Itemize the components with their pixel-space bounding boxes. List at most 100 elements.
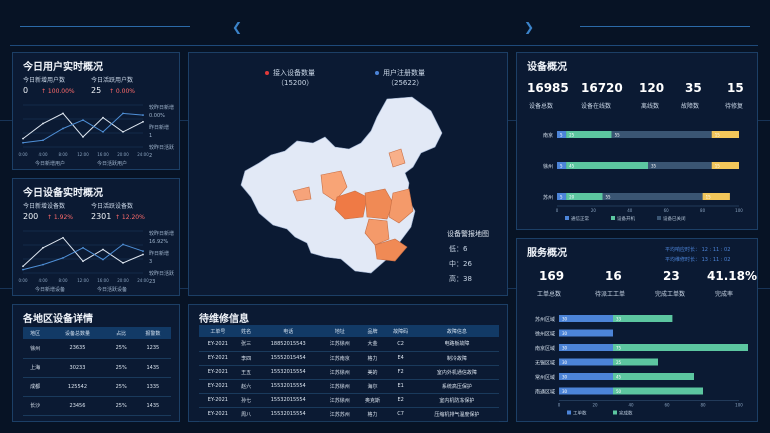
data-point (82, 260, 84, 263)
x-tick-label: 8:00 (59, 152, 68, 157)
table-cell: 1435 (134, 396, 171, 416)
legend-label: 通信正常 (571, 215, 589, 222)
stat-value: 16 (605, 269, 622, 283)
data-point (82, 136, 84, 138)
category-label: 南通区域 (535, 389, 555, 396)
series-line (22, 112, 144, 139)
legend-swatch (613, 410, 617, 415)
value-active-users: 25 (91, 86, 102, 95)
table-cell: 格力 (358, 407, 387, 422)
panel-title: 设备概况 (527, 62, 567, 73)
data-label: 55 (615, 133, 621, 138)
x-tick-label: 20 (592, 403, 598, 408)
table-cell: 1435 (134, 358, 171, 378)
x-tick-label: 12:00 (77, 278, 89, 283)
table-row[interactable]: 徐州 23635 25% 1235 (23, 339, 171, 359)
alarm-map-title: 设备警报地图 (447, 230, 489, 238)
data-point (22, 265, 24, 268)
map-province-sichuan (334, 190, 368, 220)
x-tick-label: 0 (558, 403, 561, 408)
table-row[interactable]: EY-2021 张三 18852015543 江苏徐州 大金 C2 电路板故障 (199, 337, 499, 352)
bar-segment (611, 131, 712, 138)
side-stat: 23 (149, 279, 156, 285)
data-point (142, 253, 144, 256)
bar-segment (566, 162, 648, 169)
data-label: 30 (562, 317, 568, 322)
device-trend-chart: 0:00 4:00 8:00 12:00 16:00 20:00 24:00 (19, 230, 149, 283)
legend-label: 完成数 (619, 410, 633, 417)
header-deco-left (20, 26, 190, 27)
panel-title: 待维修信息 (199, 314, 249, 325)
table-cell: 李四 (236, 351, 256, 366)
bar-segment (648, 162, 712, 169)
side-stat: 1 (149, 133, 153, 139)
stat-value: 35 (685, 81, 702, 95)
service-overview-panel: 服务概况 平均响应时长： 12 : 11 : 02 平均维修时长： 13 : 1… (516, 238, 758, 422)
table-row[interactable]: 上海 30233 25% 1435 (23, 358, 171, 378)
chevron-left-icon: ❮ (232, 20, 243, 34)
table-cell: 电路板故障 (414, 337, 499, 352)
side-stat: 2 (149, 153, 153, 159)
table-row[interactable]: 长沙 23456 25% 1435 (23, 396, 171, 416)
table-row[interactable]: EY-2021 王五 15532015554 江苏徐州 美的 F2 室内外机通信故障 (199, 365, 499, 380)
column-header: 地区 (23, 327, 48, 339)
category-label: 南京 (543, 132, 553, 139)
response-time: 平均响应时长： 12 : 11 : 02 (665, 247, 731, 253)
data-point (62, 256, 64, 259)
category-label: 苏州区域 (535, 316, 555, 323)
legend-devices-value: （15200） (277, 79, 314, 87)
table-row[interactable]: EY-2021 李四 15552015454 江苏南京 格力 E4 制冷故障 (199, 351, 499, 366)
category-label: 徐州 (543, 163, 553, 170)
map-province-west (320, 170, 348, 202)
table-cell: 30233 (47, 358, 108, 378)
column-header: 报警数 (134, 327, 171, 339)
category-label: 无锡区域 (535, 360, 555, 367)
column-header: 工单号 (199, 325, 237, 337)
stat-value: 16720 (581, 81, 623, 95)
table-cell: 15532015554 (255, 379, 321, 394)
data-point (22, 141, 24, 144)
table-cell: 江苏南京 (321, 351, 359, 366)
table-cell: 15532015554 (255, 365, 321, 380)
legend-devices-label: 接入设备数量 (273, 69, 315, 77)
bar-segment (566, 131, 612, 138)
table-row[interactable]: EY-2021 赵六 15532015554 江苏徐州 海尔 E1 系统高压保护 (199, 379, 499, 394)
table-header-row: 地区 设备总数量 占比 报警数 (23, 327, 171, 339)
category-label: 常州区域 (535, 374, 555, 381)
stat-value: 120 (639, 81, 665, 95)
data-label: 25 (616, 360, 622, 365)
series-line (22, 112, 144, 144)
stat-value: 23 (663, 269, 680, 283)
table-row[interactable]: EY-2021 孙七 15532015554 江苏徐州 奥克斯 E2 室内机防冻保护 (199, 393, 499, 408)
table-cell: 1235 (134, 339, 171, 359)
header-bar: ❮ ❯ (10, 10, 758, 46)
table-cell: C7 (386, 407, 415, 422)
table-row[interactable]: EY-2021 周八 15532015554 江苏苏州 格力 C7 压缩机排气温度保护 (199, 407, 499, 422)
x-tick-label: 8:00 (59, 278, 68, 283)
table-cell: C2 (386, 337, 415, 352)
table-row[interactable]: 成都 125542 25% 1335 (23, 377, 171, 397)
legend-dot-blue (375, 71, 379, 75)
data-label: 25 (569, 133, 575, 138)
data-point (42, 122, 44, 125)
legend-swatch (657, 216, 661, 220)
data-label: 20 (569, 195, 575, 200)
table-cell: E4 (386, 351, 415, 366)
legend-active-devices: 今日活跃设备 (97, 287, 128, 293)
table-cell: 15532015554 (255, 393, 321, 408)
legend-swatch (611, 216, 615, 220)
column-header: 故障码 (386, 325, 415, 337)
data-label: 45 (569, 164, 575, 169)
value-new-devices: 200 (23, 212, 39, 221)
stat-label: 设备在线数 (581, 103, 612, 110)
data-label: 5 (560, 195, 563, 200)
category-label: 南京区域 (535, 345, 555, 352)
stat-value: 16985 (527, 81, 569, 95)
table-cell: 海尔 (358, 379, 387, 394)
repair-info-panel: 待维修信息 工单号 姓名 电话 地址 品牌 故障码 故障信息 EY-2021 张三… (188, 304, 508, 422)
column-header: 电话 (255, 325, 321, 337)
x-tick-label: 100 (735, 208, 743, 213)
data-point (82, 119, 84, 122)
panel-title: 今日设备实时概况 (23, 188, 103, 199)
table-cell: E2 (386, 393, 415, 408)
